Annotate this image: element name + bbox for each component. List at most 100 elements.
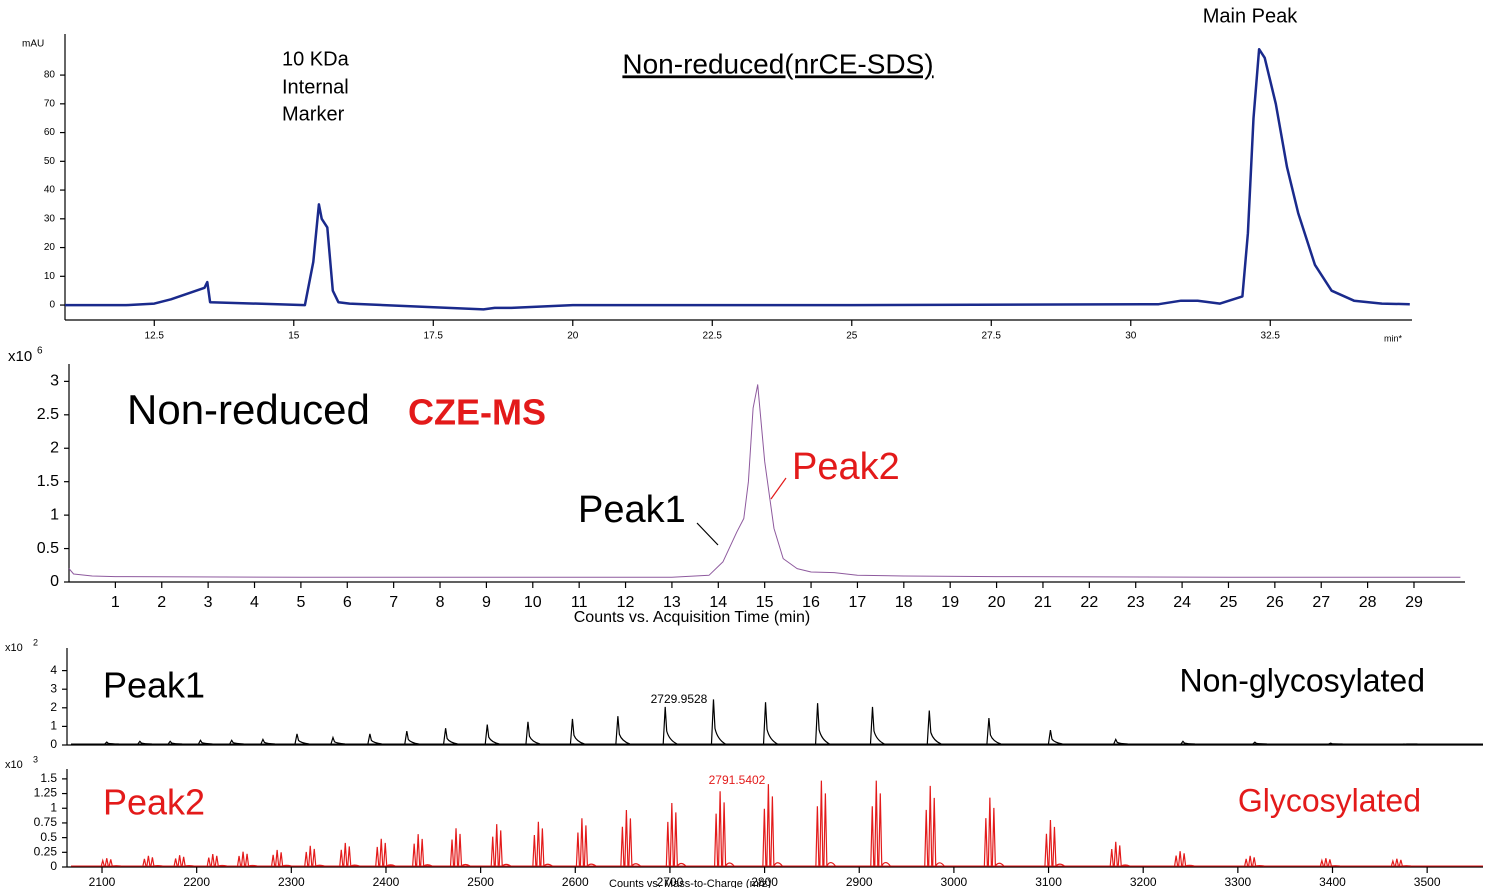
peak bbox=[575, 818, 597, 867]
peak bbox=[1319, 858, 1340, 867]
peak bbox=[104, 741, 119, 745]
chart-title: Non-reduced(nrCE-SDS) bbox=[622, 48, 933, 79]
peak bbox=[926, 710, 942, 745]
annotation: Peak1 bbox=[578, 489, 686, 531]
x-tick-label: 19 bbox=[941, 594, 959, 611]
annotation: 10 KDa bbox=[282, 48, 350, 70]
peak bbox=[167, 740, 183, 745]
y-tick-label: 10 bbox=[44, 271, 56, 282]
peak bbox=[924, 785, 945, 867]
peak bbox=[665, 802, 687, 867]
peak bbox=[375, 838, 396, 867]
peak bbox=[260, 738, 275, 745]
peak bbox=[710, 699, 726, 745]
x-tick-label: 30 bbox=[1125, 331, 1137, 342]
peak bbox=[404, 730, 419, 745]
y-scale: x10 bbox=[8, 348, 32, 365]
peak bbox=[525, 721, 541, 745]
y-tick-label: 40 bbox=[44, 185, 56, 196]
x-tick-label: 25 bbox=[846, 331, 858, 342]
y-tick-label: 0 bbox=[50, 859, 57, 873]
peak bbox=[197, 739, 213, 745]
x-tick-label: 3400 bbox=[1319, 875, 1346, 888]
spectrum-label: Peak2 bbox=[103, 782, 205, 823]
peak bbox=[206, 854, 227, 867]
peak bbox=[1328, 742, 1343, 745]
peak bbox=[1109, 841, 1130, 867]
x-tick-label: 4 bbox=[250, 594, 259, 611]
peak bbox=[412, 834, 433, 867]
peak bbox=[1390, 858, 1411, 867]
peak bbox=[236, 851, 258, 867]
chart-title: Glycosylated bbox=[1238, 782, 1421, 818]
x-tick-label: 3000 bbox=[941, 875, 968, 888]
x-tick-label: 3200 bbox=[1130, 875, 1157, 888]
x-tick-label: 24 bbox=[1173, 594, 1191, 611]
y-tick-label: 20 bbox=[44, 242, 56, 253]
peak bbox=[714, 791, 735, 867]
x-tick-label: 27.5 bbox=[982, 331, 1002, 342]
annotation: Peak2 bbox=[792, 446, 900, 488]
peak bbox=[762, 784, 783, 867]
y-scale-exp: 2 bbox=[33, 637, 38, 647]
peak bbox=[615, 716, 631, 745]
x-tick-label: 2300 bbox=[278, 875, 305, 888]
trace bbox=[65, 47, 1410, 311]
y-tick-label: 2 bbox=[50, 439, 59, 456]
y-tick-label: 1.25 bbox=[34, 786, 58, 800]
peak bbox=[532, 821, 553, 867]
peak bbox=[484, 724, 500, 745]
y-tick-label: 0.5 bbox=[40, 830, 57, 844]
x-tick-label: 15 bbox=[288, 331, 300, 342]
x-tick-label: 17.5 bbox=[424, 331, 444, 342]
annotation: Main Peak bbox=[1203, 5, 1298, 27]
peak bbox=[620, 809, 641, 867]
peak bbox=[100, 858, 121, 867]
x-tick-label: 17 bbox=[849, 594, 867, 611]
x-tick-label: 14 bbox=[709, 594, 727, 611]
peak bbox=[814, 703, 830, 745]
peak bbox=[449, 828, 471, 867]
peak bbox=[870, 780, 891, 867]
x-tick-label: 3500 bbox=[1414, 875, 1441, 888]
x-tick-label: 23 bbox=[1127, 594, 1145, 611]
x-tick-label: 12 bbox=[617, 594, 635, 611]
y-tick-label: 70 bbox=[44, 98, 56, 109]
y-scale-exp: 3 bbox=[33, 754, 38, 764]
peak bbox=[983, 797, 1005, 867]
peak bbox=[1047, 730, 1063, 745]
y-scale-exp: 6 bbox=[37, 346, 43, 357]
x-tick-label: 2200 bbox=[183, 875, 210, 888]
peak bbox=[1244, 855, 1265, 867]
annotation: Marker bbox=[282, 103, 345, 125]
annotation: Internal bbox=[282, 76, 349, 98]
y-tick-label: 2 bbox=[50, 700, 57, 714]
x-tick-label: 10 bbox=[524, 594, 542, 611]
x-tick-label: 6 bbox=[343, 594, 352, 611]
x-tick-label: 16 bbox=[802, 594, 820, 611]
y-tick-label: 4 bbox=[50, 663, 57, 677]
trace bbox=[68, 384, 1461, 578]
x-tick-label: 2100 bbox=[89, 875, 116, 888]
peak bbox=[173, 855, 194, 867]
x-tick-label: 25 bbox=[1220, 594, 1238, 611]
x-tick-label: 9 bbox=[482, 594, 491, 611]
peak bbox=[229, 739, 244, 745]
y-tick-label: 50 bbox=[44, 156, 56, 167]
peak bbox=[490, 824, 512, 867]
peak bbox=[294, 733, 310, 745]
x-tick-label: 2900 bbox=[846, 875, 873, 888]
x-tick-label: 15 bbox=[756, 594, 774, 611]
x-tick-label: 2400 bbox=[373, 875, 400, 888]
x-tick-label: 29 bbox=[1405, 594, 1423, 611]
y-tick-label: 2.5 bbox=[37, 406, 59, 423]
y-tick-label: 1 bbox=[50, 800, 57, 814]
x-tick-label: 20 bbox=[988, 594, 1006, 611]
x-tick-label: 2700 bbox=[657, 875, 684, 888]
peak bbox=[1044, 819, 1065, 867]
x-tick-label: 3 bbox=[204, 594, 213, 611]
x-tick-label: 27 bbox=[1312, 594, 1330, 611]
leader-line bbox=[770, 477, 787, 500]
peak bbox=[815, 780, 836, 867]
